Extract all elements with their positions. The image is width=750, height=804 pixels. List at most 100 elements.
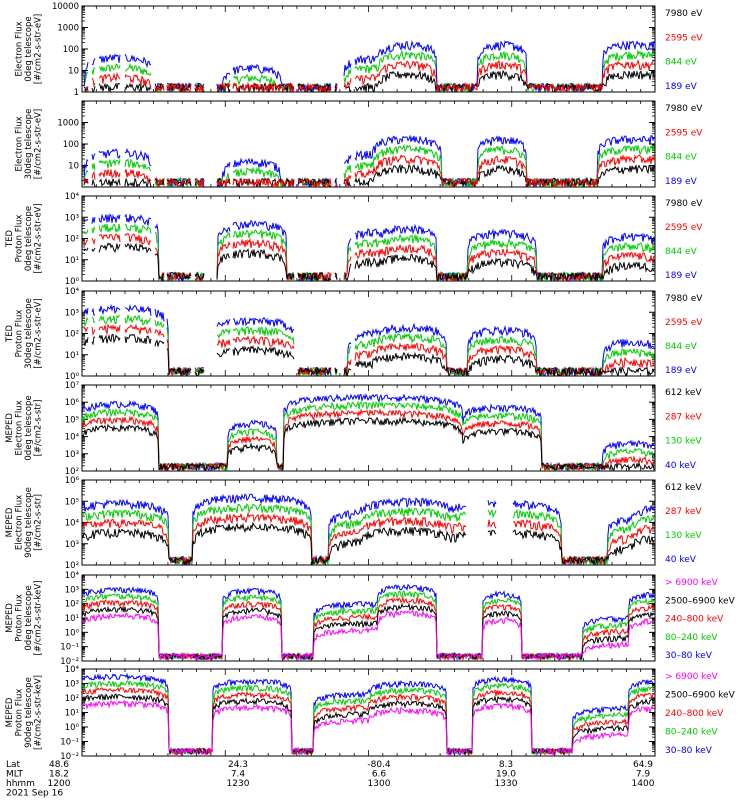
- legend-entry-3: 844 eV: [665, 58, 698, 68]
- y-axis-label-line: 30deg telescope: [24, 298, 34, 369]
- y-axis-label-line: Electron Flux: [15, 495, 25, 550]
- legend-entry-2: 2595 eV: [665, 223, 703, 233]
- legend-entry-4: 40 keV: [665, 555, 697, 565]
- legend-entry-4: 189 eV: [665, 82, 698, 92]
- x-tick-hhmm: 1230: [227, 779, 250, 789]
- legend-entry-2: 2500–6900 keV: [665, 596, 736, 606]
- legend-entry-3: 130 keV: [665, 437, 702, 447]
- chart-panel-2: 10 100 1000 Electron Flux 30deg telescope [#/…: [15, 101, 704, 187]
- y-tick-label: 10³: [65, 308, 79, 318]
- y-tick-label: 1: [74, 88, 79, 98]
- y-tick-label: 10¹: [65, 614, 79, 624]
- legend-entry-4: 40 keV: [665, 461, 697, 471]
- legend-entry-1: 7980 eV: [665, 9, 703, 19]
- y-tick-label: 10⁴: [65, 192, 80, 202]
- y-axis-label: MEPED Electron Flux 90deg telescope [#/cm2-…: [5, 487, 44, 558]
- trace-group: [82, 585, 654, 660]
- x-tick-hhmm: 1200: [48, 779, 71, 789]
- y-tick-label: 10³: [65, 680, 79, 690]
- legend-entry-1: 612 keV: [665, 483, 702, 493]
- y-axis-label-line: Proton Flux: [15, 689, 25, 737]
- trace-3: [84, 315, 654, 376]
- date-label: 2021 Sep 16: [6, 789, 63, 799]
- y-axis-label-line: 0deg telescope: [24, 16, 34, 81]
- legend-entry-2: 2500–6900 keV: [665, 691, 736, 701]
- panel-frame: [82, 6, 655, 92]
- y-tick-label: 10²: [65, 235, 79, 245]
- y-tick-label: 10¹: [65, 351, 79, 361]
- y-tick-label: 10⁴: [65, 519, 80, 529]
- legend-entry-4: 80–240 keV: [665, 728, 718, 738]
- legend-entry-2: 287 keV: [665, 507, 702, 517]
- y-tick-label: 10¹: [65, 256, 79, 266]
- y-tick-label: 10⁶: [65, 398, 80, 408]
- y-tick-label: 10⁰: [65, 723, 80, 733]
- y-axis-label: MEPED Proton Flux 90deg telescope [#/cm2-s-…: [5, 675, 44, 750]
- chart-panel-7: 10⁻² 10⁻¹ 10⁰ 10¹ 10² 10³ 10⁴ MEPED Proton Flux 0…: [5, 571, 736, 667]
- y-axis-label-line: [#/cm2-s-str]: [34, 494, 44, 551]
- trace-5: [82, 585, 654, 660]
- legend-entry-1: > 6900 keV: [665, 578, 719, 588]
- x-tick-mlt: 18.2: [49, 770, 69, 780]
- y-axis-label-line: Electron Flux: [15, 21, 25, 76]
- y-tick-label: 1000: [57, 24, 79, 34]
- y-axis-label: TED Proton Flux 0deg telescope [#/cm2-s-str…: [5, 203, 44, 273]
- y-axis-label-line: [#/cm2-s-str-eV]: [34, 14, 44, 84]
- y-axis-label-line: 90deg telescope: [24, 487, 34, 558]
- y-tick-label: 10⁰: [65, 277, 80, 287]
- y-tick-label: 10⁻¹: [60, 643, 79, 653]
- y-tick-label: 100: [63, 140, 79, 150]
- x-tick-lat: 8.3: [499, 760, 513, 770]
- y-tick-label: 10³: [65, 450, 79, 460]
- y-tick-label: 10²: [65, 600, 79, 610]
- y-tick-label: 10³: [65, 213, 79, 223]
- chart-panel-4: 10⁰ 10¹ 10² 10³ 10⁴ TED Proton Flux 30deg teles…: [5, 287, 703, 382]
- x-tick-hhmm: 1400: [632, 779, 655, 789]
- legend-entry-2: 2595 eV: [665, 128, 703, 138]
- trace-1: [82, 418, 654, 470]
- legend-entry-5: 30–80 keV: [665, 651, 713, 661]
- y-tick-label: 10⁴: [65, 433, 80, 443]
- y-axis-label: MEPED Electron Flux 0deg telescope [#/cm2-s…: [5, 395, 44, 460]
- y-tick-label: 10³: [65, 540, 79, 550]
- x-tick-mlt: 7.9: [636, 770, 651, 780]
- x-axis-labels: LatMLThhmm48.618.2120024.37.41230-80.46.…: [6, 760, 655, 799]
- y-axis-label-line: 90deg telescope: [24, 677, 34, 748]
- x-tick-mlt: 7.4: [231, 770, 246, 780]
- y-tick-label: 10⁷: [65, 381, 80, 391]
- chart-panel-3: 10⁰ 10¹ 10² 10³ 10⁴ TED Proton Flux 0deg telesc…: [5, 192, 703, 287]
- x-axis-row-label: Lat: [6, 760, 21, 770]
- y-axis-label: MEPED Proton Flux 0deg telescope [#/cm2-s-s…: [5, 581, 44, 656]
- legend-entry-1: 7980 eV: [665, 199, 703, 209]
- chart-panel-6: 10²10³10⁴10⁵10⁶MEPED Electron Flux 90deg t…: [5, 476, 702, 571]
- legend-entry-3: 240–800 keV: [665, 615, 724, 625]
- x-tick-hhmm: 1300: [368, 779, 391, 789]
- y-axis-label-line: [#/cm2-s-str]: [34, 400, 44, 457]
- y-axis-label-line: 30deg telescope: [24, 109, 34, 180]
- y-tick-label: 1000: [57, 119, 79, 129]
- legend-entry-3: 844 eV: [665, 342, 698, 352]
- y-tick-label: 10²: [65, 330, 79, 340]
- x-axis-row-label: hhmm: [6, 779, 35, 789]
- y-axis-label-line: [#/cm2-s-str-eV]: [34, 203, 44, 273]
- y-axis-label-line: MEPED: [5, 413, 15, 443]
- legend-entry-1: 612 keV: [665, 388, 702, 398]
- y-axis-label-line: Proton Flux: [15, 594, 25, 642]
- trace-group: [84, 41, 654, 92]
- y-tick-label: 10⁻¹: [60, 738, 79, 748]
- x-tick-mlt: 19.0: [496, 770, 516, 780]
- y-axis-label-line: TED: [5, 229, 15, 248]
- y-tick-label: 10⁰: [65, 628, 80, 638]
- y-tick-label: 10³: [65, 585, 79, 595]
- y-axis-label: TED Proton Flux 30deg telescope [#/cm2-s-st…: [5, 298, 44, 369]
- y-axis-label-line: [#/cm2-s-str-keV]: [34, 675, 44, 750]
- y-tick-label: 10000: [52, 2, 79, 12]
- trace-1: [84, 243, 654, 281]
- y-tick-label: 10: [68, 67, 79, 77]
- legend-entry-2: 287 keV: [665, 412, 702, 422]
- y-axis-label-line: Proton Flux: [15, 310, 25, 358]
- y-axis-label-line: TED: [5, 324, 15, 343]
- trace-group: [84, 214, 654, 281]
- y-axis-label-line: [#/cm2-s-str-keV]: [34, 581, 44, 656]
- y-tick-label: 10⁵: [65, 497, 79, 507]
